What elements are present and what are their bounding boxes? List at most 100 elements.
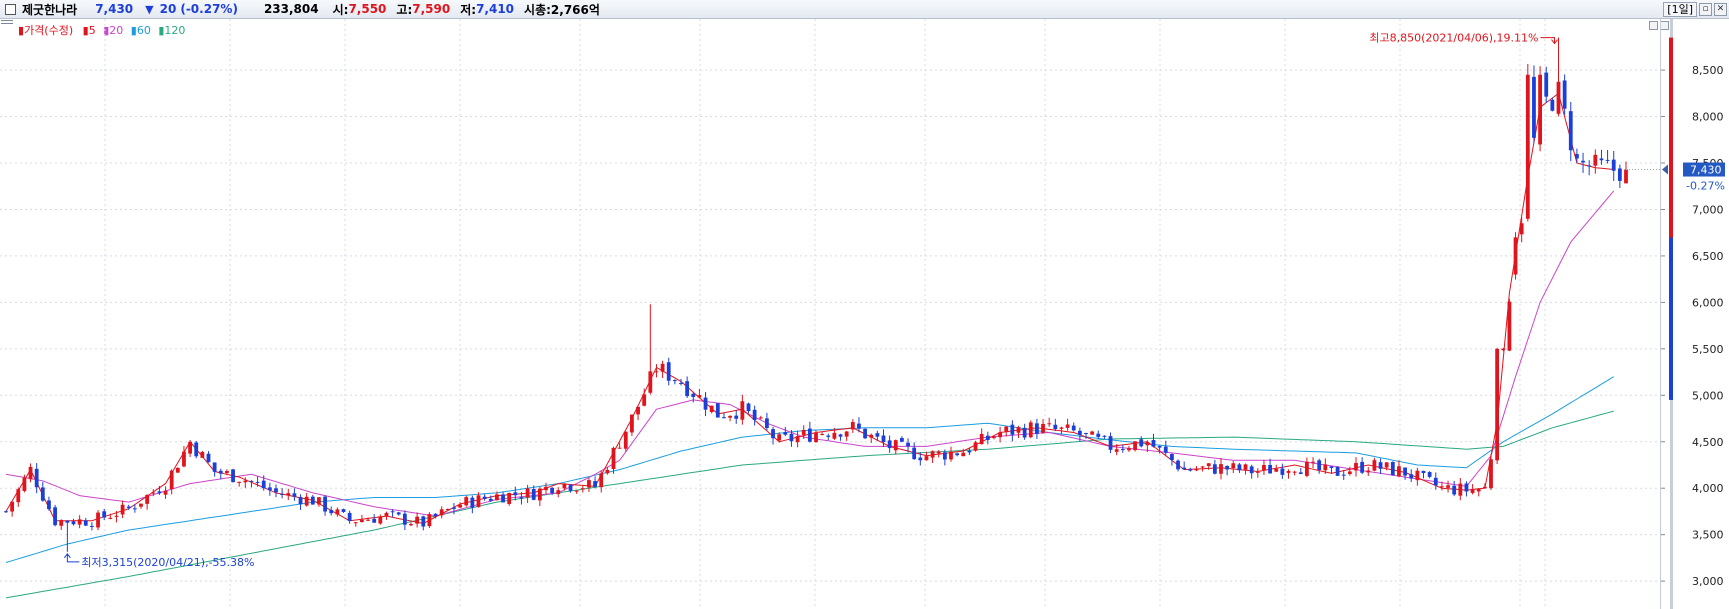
candle: [801, 425, 806, 440]
legend-ma120[interactable]: ▮120: [158, 24, 186, 37]
candle: [1022, 423, 1027, 440]
candle: [439, 506, 444, 519]
candle: [507, 492, 512, 506]
candle: [1323, 458, 1328, 474]
candle: [1243, 463, 1248, 475]
candle: [936, 450, 941, 458]
close-button[interactable]: ✕: [1714, 3, 1727, 16]
candle: [169, 469, 174, 495]
y-tick-label: 8,000: [1692, 111, 1724, 124]
candle: [267, 482, 272, 496]
high-annotation: 최고8,850(2021/04/06),19.11%: [1369, 32, 1538, 45]
candle: [1624, 161, 1628, 184]
stock-name[interactable]: 제굿한나라: [22, 2, 78, 17]
candle: [513, 486, 518, 501]
candle: [1390, 461, 1395, 476]
candle: [366, 517, 370, 521]
candle: [476, 492, 481, 508]
candle: [1329, 466, 1334, 474]
candle: [574, 490, 579, 494]
candle: [157, 485, 162, 495]
candle: [298, 494, 303, 511]
candle: [1231, 460, 1236, 474]
candle: [1212, 459, 1217, 475]
drag-handle-icon[interactable]: [0, 20, 14, 25]
candle: [1440, 481, 1444, 491]
candle: [771, 426, 775, 445]
candle: [814, 430, 818, 444]
candle: [1317, 458, 1322, 474]
candle: [353, 521, 358, 527]
candle: [715, 403, 720, 418]
high-arrow-icon: [1540, 37, 1558, 45]
candle: [22, 474, 27, 493]
candle: [1354, 457, 1358, 477]
candle: [378, 514, 383, 525]
candle: [887, 435, 892, 453]
candle: [550, 487, 555, 496]
candle: [28, 463, 33, 483]
candle: [648, 304, 653, 395]
candle: [1280, 463, 1285, 479]
candle: [1114, 444, 1119, 456]
candle: [96, 510, 100, 531]
legend-ma60[interactable]: ▮60: [130, 24, 151, 37]
candle: [740, 394, 745, 425]
candle: [985, 431, 990, 445]
candle: [1575, 148, 1579, 163]
annotations: 7,430 -0.27% 최고8,850(2021/04/06),19.11% 최저3…: [63, 32, 1725, 569]
candle: [310, 494, 315, 505]
legend-ma5[interactable]: ▮5: [82, 24, 96, 37]
candle: [139, 503, 143, 509]
y-tick-label: 8,500: [1692, 64, 1724, 77]
price-chart[interactable]: 3,000 3,500 4,000 4,500 5,000 5,500 6,000 6,500…: [0, 19, 1729, 609]
candle: [1096, 430, 1101, 439]
candle: [942, 449, 947, 466]
ma5-line: [5, 92, 1614, 525]
legend-price[interactable]: ▮가격(수정): [18, 24, 74, 37]
candle: [1611, 150, 1616, 182]
period-selector[interactable]: [1일]: [1663, 2, 1697, 17]
candle: [630, 414, 634, 436]
candle: [961, 448, 966, 457]
candle: [1004, 425, 1009, 437]
price-change-percent: (-0.27%): [180, 2, 238, 16]
candle: [280, 488, 285, 499]
candle: [1311, 457, 1315, 469]
candle: [1599, 149, 1604, 165]
candle: [881, 429, 886, 447]
legend-ma20[interactable]: ▮20: [103, 24, 124, 37]
candle: [1605, 149, 1610, 164]
candle: [1176, 459, 1180, 472]
candle: [1041, 419, 1045, 434]
legend-ma120-label: 120: [164, 24, 186, 37]
candle: [556, 487, 561, 498]
candle: [844, 430, 849, 441]
low-label: 저:: [460, 2, 477, 17]
candle: [409, 522, 413, 527]
candle: [777, 432, 782, 443]
candle: [752, 405, 757, 426]
candle: [10, 501, 15, 517]
candle: [537, 486, 542, 507]
candle: [973, 440, 978, 452]
candle: [1525, 64, 1530, 222]
maximize-button[interactable]: ▫: [1699, 3, 1712, 16]
candle: [1010, 420, 1015, 442]
candle: [1163, 440, 1168, 456]
pane-minimize-button[interactable]: [1649, 21, 1658, 30]
candle: [1200, 465, 1205, 472]
candle: [1544, 66, 1549, 103]
low-arrow-icon: [63, 553, 80, 563]
scale-up-segment: [1669, 37, 1673, 377]
candle: [77, 515, 82, 529]
select-checkbox[interactable]: [5, 3, 16, 15]
candle: [666, 357, 671, 386]
candle: [795, 430, 800, 448]
current-price-pointer-icon: [1662, 164, 1668, 175]
candle: [807, 421, 812, 443]
candle: [1151, 433, 1156, 448]
candle: [175, 467, 180, 473]
candle: [1501, 347, 1506, 352]
candle: [1065, 418, 1070, 431]
